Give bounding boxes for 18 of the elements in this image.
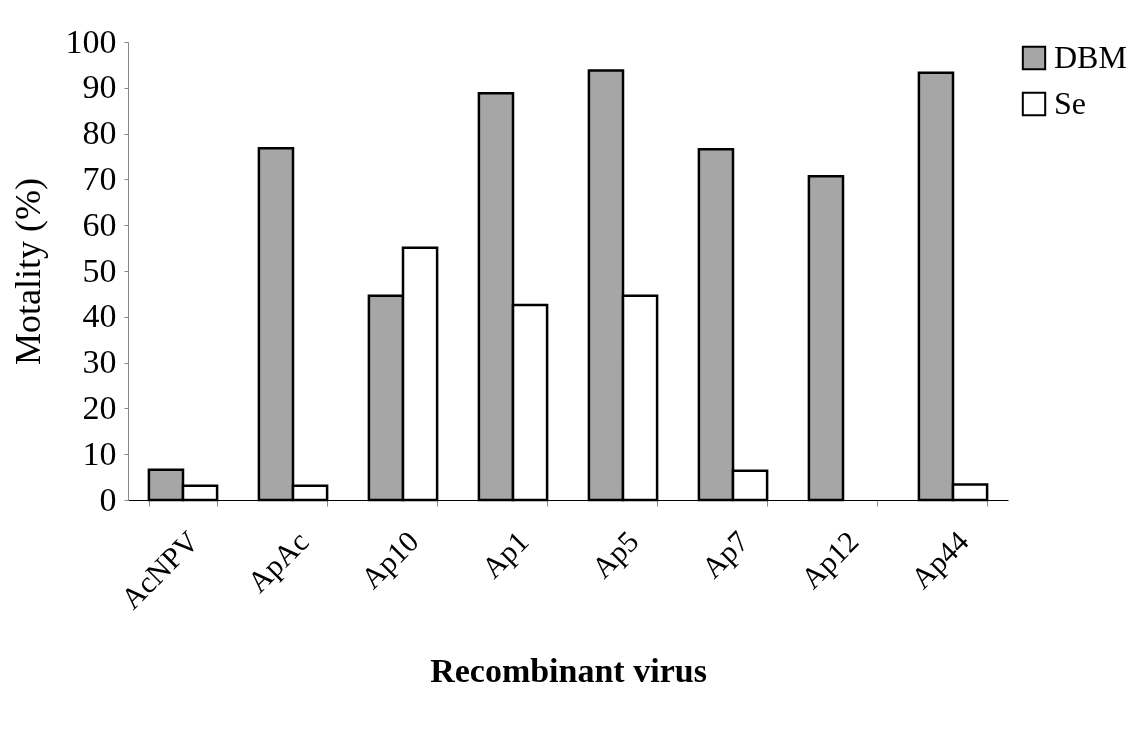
x-tick-label: Ap5 [584, 524, 645, 585]
x-tick-label: Ap7 [694, 524, 755, 585]
y-tick-label: 30 [82, 343, 117, 381]
y-tick-label: 10 [82, 434, 117, 472]
y-axis-title: Motality (%) [7, 178, 48, 365]
legend-label: DBM [1054, 39, 1127, 75]
y-tick-label: 100 [65, 22, 117, 60]
y-tick-label: 50 [82, 251, 117, 289]
y-tick-label: 70 [82, 159, 117, 197]
x-tick-label: Ap1 [474, 524, 535, 585]
x-axis-title: Recombinant virus [430, 651, 707, 689]
y-tick-label: 80 [82, 114, 117, 152]
y-tick-label: 90 [82, 68, 117, 106]
y-tick-label: 60 [82, 205, 117, 243]
y-tick-label: 0 [99, 480, 117, 518]
legend-label: Se [1054, 85, 1086, 121]
y-tick-label: 20 [82, 388, 117, 426]
y-tick-label: 40 [82, 297, 117, 335]
